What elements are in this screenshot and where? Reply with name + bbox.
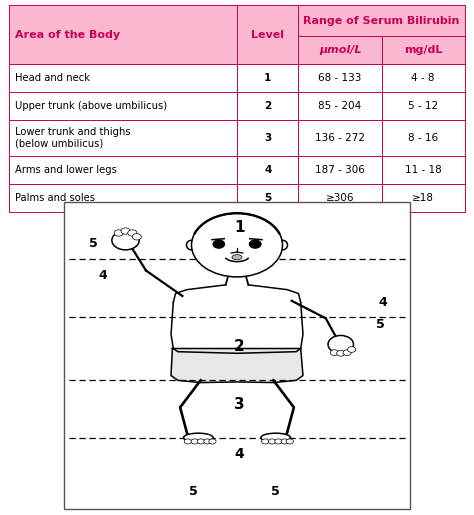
Text: Lower trunk and thighs
(below umbilicus): Lower trunk and thighs (below umbilicus) [15,127,130,149]
Bar [382,119,465,156]
Bar [9,92,237,119]
Text: 68 - 133: 68 - 133 [319,73,362,83]
Ellipse shape [232,254,242,260]
Text: 3: 3 [234,397,245,411]
Text: 4: 4 [99,269,107,282]
Circle shape [213,240,225,248]
Text: 11 - 18: 11 - 18 [405,165,441,175]
Circle shape [204,439,211,444]
Text: 3: 3 [264,133,271,143]
Circle shape [128,230,137,236]
Text: Arms and lower legs: Arms and lower legs [15,165,117,175]
Circle shape [197,439,205,444]
Text: 5: 5 [264,193,271,203]
Circle shape [337,350,345,356]
Text: ≥306: ≥306 [326,193,355,203]
Text: Level: Level [251,30,284,40]
Bar [9,64,237,92]
Circle shape [286,439,293,444]
Bar [382,156,465,184]
Text: ≥18: ≥18 [412,193,434,203]
Text: 2: 2 [234,339,245,354]
Text: 4: 4 [264,165,272,175]
Text: Palms and soles: Palms and soles [15,193,95,203]
Circle shape [132,234,141,240]
Text: 4 - 8: 4 - 8 [411,73,435,83]
Text: 5: 5 [271,485,280,498]
Bar [382,184,465,212]
Text: 1: 1 [264,73,271,83]
Ellipse shape [261,433,291,442]
Text: 8 - 16: 8 - 16 [408,133,438,143]
Circle shape [112,231,139,250]
Text: 5: 5 [190,485,198,498]
Text: 5: 5 [376,318,385,331]
Text: 85 - 204: 85 - 204 [319,100,362,111]
Bar [299,5,465,37]
Ellipse shape [183,433,213,442]
Text: Area of the Body: Area of the Body [15,30,120,40]
Circle shape [281,439,288,444]
Circle shape [328,335,354,353]
Circle shape [347,347,356,352]
Bar [9,119,237,156]
Bar [9,156,237,184]
Bar [237,5,299,64]
Polygon shape [171,349,303,383]
Bar [299,184,382,212]
Bar [237,64,299,92]
Bar [299,92,382,119]
Bar [237,156,299,184]
Text: 187 - 306: 187 - 306 [315,165,365,175]
Bar [9,184,237,212]
Text: 4: 4 [378,296,387,309]
Text: 5: 5 [89,237,98,250]
Text: Head and neck: Head and neck [15,73,90,83]
Circle shape [121,228,130,234]
Text: Range of Serum Bilirubin: Range of Serum Bilirubin [303,16,460,26]
Bar [9,5,237,64]
Bar [382,64,465,92]
Bar [382,92,465,119]
Bar [299,119,382,156]
Circle shape [184,439,191,444]
Text: 136 - 272: 136 - 272 [315,133,365,143]
Circle shape [249,240,261,248]
Bar [299,37,382,64]
Circle shape [114,230,123,236]
Circle shape [191,439,198,444]
Bar [237,119,299,156]
Bar [299,64,382,92]
Bar [299,156,382,184]
Text: Upper trunk (above umbilicus): Upper trunk (above umbilicus) [15,100,167,111]
Text: 2: 2 [264,100,271,111]
Circle shape [330,350,338,355]
Circle shape [343,350,351,355]
Circle shape [262,439,269,444]
Bar [237,92,299,119]
Text: 1: 1 [234,220,245,235]
Text: μmol/L: μmol/L [319,45,361,55]
Text: 5 - 12: 5 - 12 [408,100,438,111]
Circle shape [268,439,276,444]
Bar [237,184,299,212]
Text: 4: 4 [235,447,244,460]
Circle shape [209,439,216,444]
Bar [382,37,465,64]
Text: mg/dL: mg/dL [404,45,442,55]
Circle shape [191,213,283,277]
Circle shape [275,439,282,444]
Bar [64,202,410,509]
